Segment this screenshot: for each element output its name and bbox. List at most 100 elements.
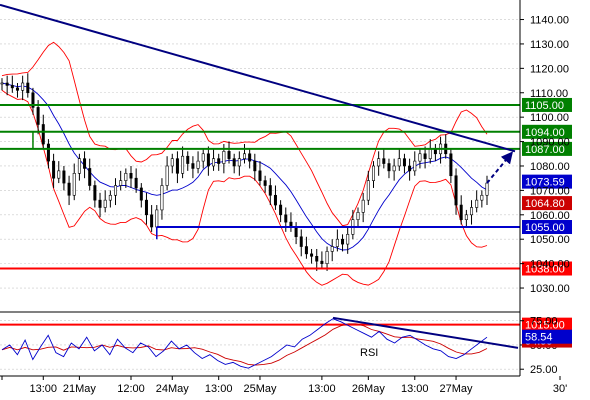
price-tag: 1064.80 — [525, 198, 565, 210]
candle-body — [273, 194, 277, 206]
level-lines: 1105.00 1094.00 1087.00 1055.00 1038.00 1015.… — [0, 97, 572, 332]
candle-body — [175, 158, 179, 174]
price-tag-bg — [522, 174, 572, 189]
candle-body — [15, 87, 19, 91]
rsi-value-tag-bg — [522, 329, 572, 344]
level-tag-bg — [522, 317, 572, 332]
candle-body — [108, 194, 112, 201]
candle-body — [428, 148, 432, 159]
candle-body — [377, 158, 381, 167]
candle-body — [480, 194, 484, 201]
candle-body — [124, 173, 128, 181]
candle-body — [217, 158, 221, 164]
price-tick-label: 1050.00 — [530, 234, 570, 246]
candle-body — [181, 155, 185, 174]
level-tag: 1015.00 — [525, 320, 565, 332]
x-tick-label: 13:00 — [205, 383, 233, 395]
candle-body — [387, 163, 391, 172]
candle-body — [206, 153, 210, 167]
candle-body — [392, 165, 396, 172]
candle-body — [98, 199, 102, 208]
candle-body — [165, 165, 169, 186]
price-tick-label: 1090.00 — [530, 137, 570, 149]
trend-lines — [0, 3, 516, 184]
level-tag: 1087.00 — [525, 144, 565, 156]
rsi-trendline — [332, 316, 519, 349]
candle-body — [114, 185, 118, 196]
candle-body — [170, 158, 174, 167]
candle-body — [129, 173, 133, 179]
rsi-tick-label: 75.00 — [530, 316, 558, 328]
rsi-value-tag: 58.54 — [525, 332, 553, 344]
candle-body — [310, 253, 314, 257]
candle-body — [361, 199, 365, 213]
price-tick-label: 1060.00 — [530, 210, 570, 222]
candle-body — [134, 177, 138, 189]
candle-body — [139, 187, 143, 201]
candle-body — [284, 214, 288, 223]
candle-body — [191, 163, 195, 169]
candle-body — [93, 185, 97, 201]
candle-body — [196, 160, 200, 169]
candle-body — [402, 158, 406, 167]
candle-body — [258, 170, 262, 181]
candle-body — [155, 209, 159, 228]
candle-body — [248, 153, 252, 162]
candle-body — [0, 82, 4, 85]
candle-body — [320, 260, 324, 264]
candle-body — [470, 207, 474, 216]
rsi-indicator-label: RSI — [360, 347, 378, 359]
candle-body — [371, 165, 375, 181]
x-tick-label: 30' — [553, 383, 567, 395]
bollinger-lower — [1, 89, 488, 286]
price-tick-label: 1120.00 — [530, 63, 569, 75]
x-tick-label: 27May — [440, 383, 474, 395]
candle-body — [57, 170, 61, 179]
price-tag-bg — [522, 196, 572, 211]
x-tick-label: 13:00 — [401, 383, 429, 395]
price-tick-label: 1030.00 — [530, 283, 570, 295]
candle-body — [464, 214, 468, 220]
candle-body — [10, 85, 14, 89]
candle-body — [52, 160, 56, 179]
candle-body — [119, 180, 123, 186]
candle-body — [227, 151, 231, 159]
candlesticks — [0, 73, 489, 271]
candle-body — [299, 236, 303, 247]
candle-body — [144, 199, 148, 216]
candle-body — [330, 246, 334, 252]
candle-body — [26, 82, 30, 94]
candle-body — [232, 158, 236, 167]
rsi-line — [1, 318, 488, 369]
candle-body — [103, 199, 107, 208]
candle-body — [160, 185, 164, 211]
candle-body — [449, 153, 453, 177]
candle-body — [304, 246, 308, 255]
price-tick-label: 1070.00 — [530, 185, 570, 197]
candle-body — [459, 204, 463, 220]
x-axis: 13:00 21May 12:00 24May 13:00 25May 13:00 26May… — [1, 376, 567, 395]
candle-body — [294, 226, 298, 238]
x-tick-label: 25May — [243, 383, 277, 395]
candle-body — [397, 158, 401, 167]
candle-body — [83, 158, 87, 169]
candle-body — [335, 238, 339, 247]
x-tick-label: 21May — [63, 383, 97, 395]
price-panel: 1105.00 1094.00 1087.00 1055.00 1038.00 1015.… — [0, 0, 572, 332]
candle-body — [186, 155, 190, 164]
price-y-axis: 1030.00 1040.00 1050.00 1060.00 1070.00 1080.… — [520, 15, 570, 295]
price-plot-bg — [0, 0, 520, 310]
x-tick-label: 13:00 — [308, 383, 336, 395]
candle-body — [418, 153, 422, 162]
candle-body — [31, 92, 35, 108]
candle-body — [346, 234, 350, 245]
x-tick-label: 24May — [156, 383, 190, 395]
candle-body — [382, 158, 386, 164]
rsi-lines — [1, 316, 519, 369]
rsi-signal-line — [1, 323, 488, 366]
candle-body — [21, 82, 25, 91]
candle-body — [263, 180, 267, 186]
price-tick-label: 1100.00 — [530, 112, 569, 124]
candle-body — [77, 158, 81, 174]
